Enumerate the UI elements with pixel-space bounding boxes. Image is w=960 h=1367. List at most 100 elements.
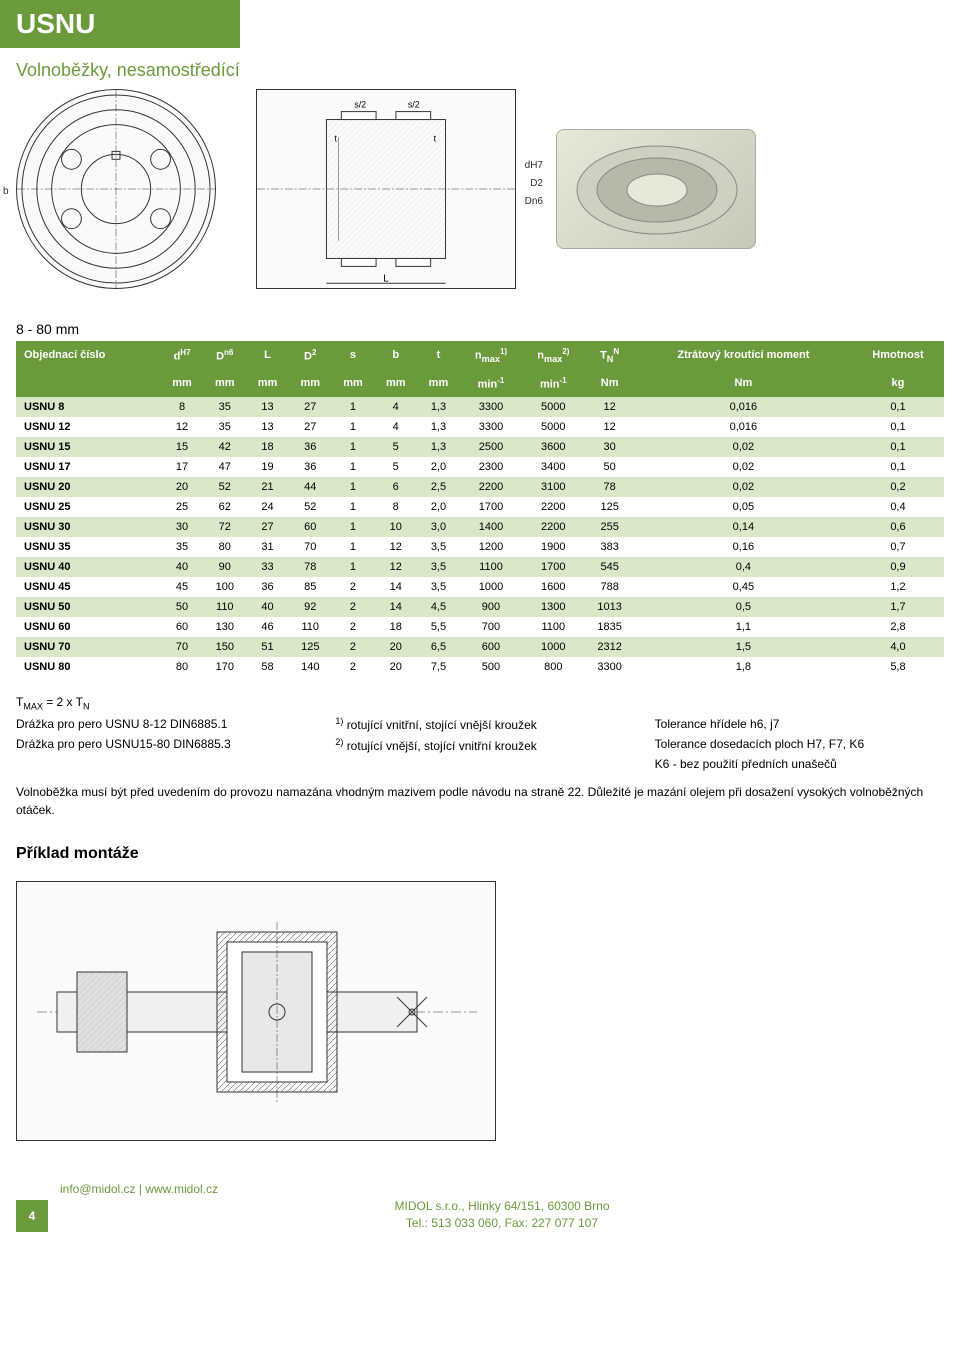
column-header: Objednací číslo [16,341,161,370]
table-cell: 0,1 [852,397,944,417]
table-cell: 3100 [522,477,584,497]
table-cell: 1013 [584,597,634,617]
table-cell: 24 [246,497,289,517]
table-cell: 1 [332,417,375,437]
table-cell: 130 [203,617,246,637]
table-cell: 20 [374,637,417,657]
table-cell: 383 [584,537,634,557]
table-cell: 8 [161,397,204,417]
table-cell: 3300 [584,657,634,677]
table-cell: 2 [332,637,375,657]
table-cell: 0,1 [852,437,944,457]
table-row: USNU 2020522144162,522003100780,020,2 [16,477,944,497]
table-cell: 125 [289,637,332,657]
table-cell: 12 [584,397,634,417]
column-header: dH7 [161,341,204,370]
notes-left: Drážka pro pero USNU 8-12 DIN6885.1 Dráž… [16,715,305,775]
table-cell: 52 [289,497,332,517]
table-cell: 3600 [522,437,584,457]
footer-line1: info@midol.cz | www.midol.cz [60,1181,944,1198]
table-cell: 545 [584,557,634,577]
table-cell: 0,4 [852,497,944,517]
table-cell: 20 [161,477,204,497]
diagram-label-D2: D2 [530,178,543,189]
table-cell: 1700 [460,497,522,517]
table-cell: 3,5 [417,537,460,557]
table-cell: 0,02 [635,477,852,497]
page-title: USNU [16,8,95,39]
table-cell: 1000 [522,637,584,657]
table-cell: 52 [203,477,246,497]
table-cell: 70 [289,537,332,557]
table-cell: 600 [460,637,522,657]
table-cell: 6,5 [417,637,460,657]
table-cell: 10 [374,517,417,537]
table-cell: 58 [246,657,289,677]
diagram-label-b: b [3,186,9,197]
table-cell: 1835 [584,617,634,637]
table-cell: 51 [246,637,289,657]
table-row: USNU 8080170581402207,550080033001,85,8 [16,657,944,677]
table-cell: 1 [332,517,375,537]
diagram-row: b L t t s/2 s/2 dH7 D2 [0,89,960,309]
table-cell: USNU 30 [16,517,161,537]
column-header: s [332,341,375,370]
table-cell: 2,0 [417,497,460,517]
table-cell: 70 [161,637,204,657]
table-cell: USNU 50 [16,597,161,617]
footer-line3: Tel.: 513 033 060, Fax: 227 077 107 [60,1215,944,1232]
table-cell: 0,45 [635,577,852,597]
table-cell: USNU 40 [16,557,161,577]
table-cell: 110 [289,617,332,637]
table-cell: 0,1 [852,417,944,437]
note-left-1: Drážka pro pero USNU15-80 DIN6885.3 [16,735,305,753]
table-cell: 788 [584,577,634,597]
table-cell: 80 [203,537,246,557]
table-cell: 13 [246,397,289,417]
table-cell: 47 [203,457,246,477]
table-cell: 46 [246,617,289,637]
table-cell: 20 [374,657,417,677]
note-mid-0: 1) rotující vnitřní, stojící vnější krou… [335,715,624,734]
table-cell: 2500 [460,437,522,457]
table-cell: 3,5 [417,557,460,577]
notes-block: TMAX = 2 x TN Drážka pro pero USNU 8-12 … [0,677,960,838]
range-label: 8 - 80 mm [0,309,960,341]
table-cell: 1600 [522,577,584,597]
table-row: USNU 7070150511252206,5600100023121,54,0 [16,637,944,657]
table-row: USNU 505011040922144,5900130010130,51,7 [16,597,944,617]
table-cell: 4,0 [852,637,944,657]
table-cell: 18 [374,617,417,637]
note-right-2: K6 - bez použití předních unašečů [655,755,944,773]
table-row: USNU 1212351327141,333005000120,0160,1 [16,417,944,437]
table-cell: 150 [203,637,246,657]
table-row: USNU 35358031701123,5120019003830,160,7 [16,537,944,557]
table-cell: USNU 45 [16,577,161,597]
table-cell: 27 [289,397,332,417]
column-unit: Nm [584,370,634,397]
table-cell: 1,5 [635,637,852,657]
table-cell: 7,5 [417,657,460,677]
table-cell: 0,9 [852,557,944,577]
table-cell: 2,0 [417,457,460,477]
table-cell: 1,3 [417,417,460,437]
table-cell: 12 [161,417,204,437]
column-header: nmax1) [460,341,522,370]
svg-text:L: L [383,273,389,284]
table-cell: 30 [161,517,204,537]
table-cell: 25 [161,497,204,517]
example-diagram [16,881,496,1141]
column-header: nmax2) [522,341,584,370]
column-header: Hmotnost [852,341,944,370]
notes-mid: 1) rotující vnitřní, stojící vnější krou… [335,715,624,775]
table-cell: 2,5 [417,477,460,497]
table-cell: 255 [584,517,634,537]
table-cell: 31 [246,537,289,557]
table-cell: 12 [374,557,417,577]
column-unit: mm [203,370,246,397]
table-cell: 1100 [460,557,522,577]
footer-line2: MIDOL s.r.o., Hlinky 64/151, 60300 Brno [60,1198,944,1215]
table-cell: 35 [203,397,246,417]
page-subtitle: Volnoběžky, nesamostředící [0,48,960,89]
table-cell: 0,16 [635,537,852,557]
